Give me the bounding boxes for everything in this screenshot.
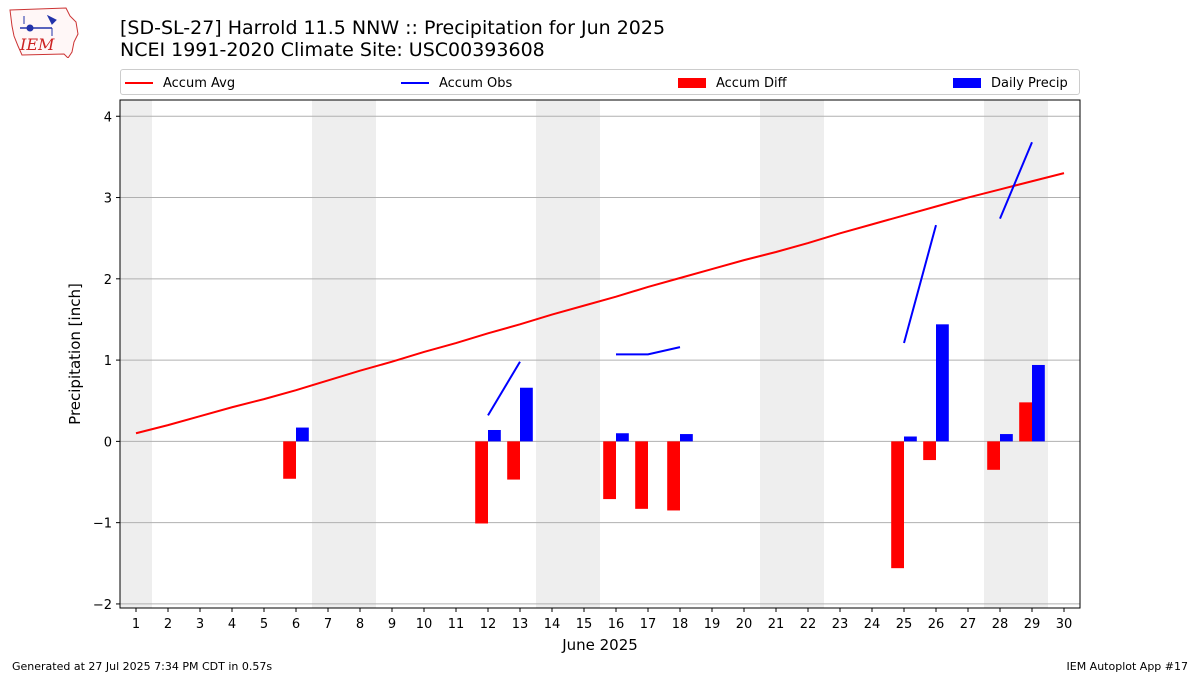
x-tick-label: 20 — [736, 617, 753, 632]
x-tick-label: 13 — [512, 617, 529, 632]
accum-diff-bar — [283, 441, 296, 479]
weekend-shading — [120, 100, 1048, 608]
app-label: IEM Autoplot App #17 — [1066, 660, 1189, 673]
accum-diff-bar — [923, 441, 936, 461]
x-tick-label: 11 — [448, 617, 465, 632]
chart-title-block: [SD-SL-27] Harrold 11.5 NNW :: Precipita… — [120, 17, 665, 61]
x-tick-label: 21 — [768, 617, 785, 632]
y-tick-label: −1 — [93, 517, 112, 532]
x-tick-label: 4 — [228, 617, 236, 632]
weekend-band — [312, 100, 376, 608]
accum-obs-line — [487, 361, 521, 416]
x-tick-label: 25 — [896, 617, 913, 632]
y-axis-ticks: −2 −1 0 1 2 3 4 — [93, 110, 120, 613]
accum-diff-bar — [603, 441, 616, 500]
x-tick-label: 7 — [324, 617, 332, 632]
iem-iowa-logo-icon: IEM — [9, 7, 79, 59]
x-tick-label: 6 — [292, 617, 300, 632]
daily-precip-bar — [1000, 434, 1013, 442]
x-tick-label: 29 — [1024, 617, 1041, 632]
legend-label-accum-diff: Accum Diff — [716, 75, 787, 91]
weekend-band — [760, 100, 824, 608]
y-tick-label: 3 — [104, 192, 112, 207]
legend-label-accum-obs: Accum Obs — [439, 75, 513, 91]
plot-frame — [119, 99, 1081, 609]
logo-text: IEM — [19, 35, 55, 54]
weekend-band — [984, 100, 1048, 608]
iem-logo: IEM — [8, 6, 80, 59]
weekend-band — [120, 100, 152, 608]
daily-precip-bar — [488, 429, 501, 442]
x-tick-label: 24 — [864, 617, 881, 632]
daily-precip-bar — [680, 434, 693, 442]
legend-label-daily-precip: Daily Precip — [991, 75, 1068, 91]
daily-precip-bar — [296, 427, 309, 442]
x-axis-ticks: 1 2 3 4 5 6 7 8 9 10 11 12 13 14 15 16 17 18 19 20 21 22 23 24 2… — [132, 608, 1072, 632]
generated-timestamp: Generated at 27 Jul 2025 7:34 PM CDT in … — [12, 660, 273, 673]
legend-swatch-accum-avg — [125, 82, 153, 84]
chart-title: [SD-SL-27] Harrold 11.5 NNW :: Precipita… — [120, 17, 666, 39]
x-tick-label: 18 — [672, 617, 689, 632]
y-tick-label: 0 — [104, 435, 112, 450]
accum-diff-bar — [635, 441, 648, 509]
legend-item-accum-obs: Accum Obs — [401, 74, 512, 92]
x-tick-label: 10 — [416, 617, 433, 632]
chart-legend: Accum Avg Accum Obs Accum Diff Daily Pre… — [120, 69, 1080, 95]
y-axis-label: Precipitation [inch] — [66, 283, 84, 425]
legend-label-accum-avg: Accum Avg — [163, 75, 236, 91]
legend-swatch-accum-obs — [401, 82, 429, 84]
accum-diff-bar — [667, 441, 680, 511]
y-gridlines — [120, 115, 1080, 605]
x-tick-label: 9 — [388, 617, 396, 632]
weekend-band — [536, 100, 600, 608]
lines — [135, 141, 1065, 435]
x-tick-label: 16 — [608, 617, 625, 632]
x-tick-label: 26 — [928, 617, 945, 632]
chart-subtitle: NCEI 1991-2020 Climate Site: USC00393608 — [120, 39, 545, 61]
x-tick-label: 1 — [132, 617, 140, 632]
accum-obs-line — [616, 346, 681, 356]
x-tick-label: 23 — [832, 617, 849, 632]
x-tick-label: 15 — [576, 617, 593, 632]
accum-diff-bar — [507, 441, 520, 480]
x-axis-label: June 2025 — [561, 636, 638, 654]
legend-item-accum-avg: Accum Avg — [125, 74, 235, 92]
legend-swatch-daily-precip — [953, 78, 981, 88]
x-tick-label: 30 — [1056, 617, 1073, 632]
x-tick-label: 17 — [640, 617, 657, 632]
accum-diff-bar — [1019, 402, 1032, 442]
accum-avg-line — [135, 172, 1065, 435]
daily-precip-bar — [520, 387, 533, 442]
daily-precip-bar — [904, 436, 917, 442]
x-tick-label: 14 — [544, 617, 561, 632]
daily-precip-bar — [616, 433, 629, 442]
daily-precip-bar — [1032, 364, 1045, 442]
x-tick-label: 3 — [196, 617, 204, 632]
y-tick-label: 4 — [104, 110, 112, 125]
x-tick-label: 12 — [480, 617, 497, 632]
x-tick-label: 27 — [960, 617, 977, 632]
x-tick-label: 19 — [704, 617, 721, 632]
accum-obs-line — [903, 224, 937, 344]
x-tick-label: 8 — [356, 617, 364, 632]
x-tick-label: 2 — [164, 617, 172, 632]
legend-swatch-accum-diff — [678, 78, 706, 88]
accum-diff-bar — [475, 441, 488, 524]
daily-precip-bar — [936, 324, 949, 442]
accum-obs-line — [999, 141, 1033, 220]
x-tick-label: 22 — [800, 617, 817, 632]
legend-item-daily-precip: Daily Precip — [953, 74, 1068, 92]
accum-diff-bar — [987, 441, 1000, 470]
bars — [283, 324, 1045, 569]
x-tick-label: 28 — [992, 617, 1009, 632]
y-tick-label: −2 — [93, 598, 112, 613]
legend-item-accum-diff: Accum Diff — [678, 74, 787, 92]
x-tick-label: 5 — [260, 617, 268, 632]
y-tick-label: 2 — [104, 273, 112, 288]
accum-diff-bar — [891, 441, 904, 569]
y-tick-label: 1 — [104, 354, 112, 369]
